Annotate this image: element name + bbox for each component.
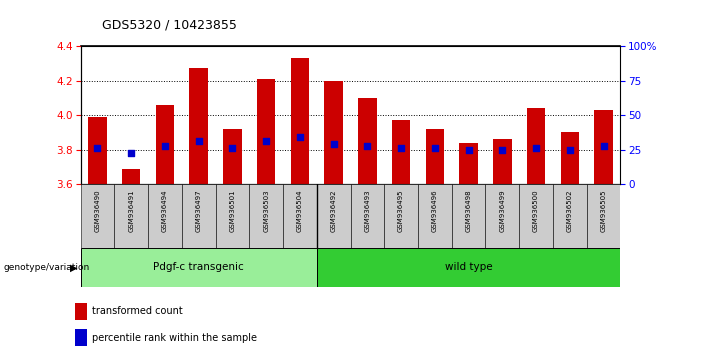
Text: Pdgf-c transgenic: Pdgf-c transgenic: [154, 262, 244, 272]
Text: GSM936502: GSM936502: [567, 189, 573, 232]
Bar: [81, 184, 114, 248]
Text: genotype/variation: genotype/variation: [4, 263, 90, 272]
Text: GSM936500: GSM936500: [533, 189, 539, 232]
Point: [125, 150, 137, 156]
Text: wild type: wild type: [444, 262, 492, 272]
Bar: [317, 248, 620, 287]
Text: GSM936505: GSM936505: [601, 189, 606, 232]
Text: GSM936496: GSM936496: [432, 189, 438, 232]
Point: [598, 143, 609, 149]
Text: GSM936494: GSM936494: [162, 189, 168, 232]
Text: GSM936492: GSM936492: [331, 189, 336, 232]
Text: GSM936503: GSM936503: [263, 189, 269, 232]
Bar: [291, 58, 309, 184]
Point: [463, 147, 474, 152]
Bar: [426, 129, 444, 184]
Bar: [561, 132, 579, 184]
Bar: [325, 80, 343, 184]
Bar: [384, 184, 418, 248]
Bar: [553, 184, 587, 248]
Text: GSM936495: GSM936495: [398, 189, 404, 232]
Point: [227, 145, 238, 151]
Text: GSM936499: GSM936499: [499, 189, 505, 232]
Bar: [250, 184, 283, 248]
Bar: [519, 184, 553, 248]
Point: [193, 138, 204, 144]
Bar: [418, 184, 451, 248]
Bar: [182, 184, 216, 248]
Text: transformed count: transformed count: [92, 306, 182, 316]
Bar: [485, 184, 519, 248]
Text: GSM936501: GSM936501: [229, 189, 236, 232]
Text: GSM936504: GSM936504: [297, 189, 303, 232]
Bar: [392, 120, 410, 184]
Point: [328, 142, 339, 147]
Point: [531, 145, 542, 151]
Bar: [148, 184, 182, 248]
Bar: [317, 184, 350, 248]
Text: GDS5320 / 10423855: GDS5320 / 10423855: [102, 19, 236, 32]
Bar: [283, 184, 317, 248]
Bar: [156, 105, 175, 184]
Point: [395, 145, 407, 151]
Bar: [493, 139, 512, 184]
Text: GSM936493: GSM936493: [365, 189, 370, 232]
Bar: [216, 184, 250, 248]
Point: [159, 143, 170, 149]
Point: [92, 145, 103, 151]
Bar: [75, 329, 87, 346]
Bar: [451, 184, 485, 248]
Point: [362, 143, 373, 149]
Bar: [114, 184, 148, 248]
Text: GSM936490: GSM936490: [95, 189, 100, 232]
Bar: [257, 79, 275, 184]
Bar: [223, 129, 242, 184]
Bar: [75, 303, 87, 320]
Bar: [358, 98, 376, 184]
Bar: [350, 184, 384, 248]
Point: [294, 135, 306, 140]
Bar: [594, 110, 613, 184]
Text: GSM936497: GSM936497: [196, 189, 202, 232]
Bar: [526, 108, 545, 184]
Bar: [459, 143, 478, 184]
Bar: [81, 248, 317, 287]
Bar: [122, 169, 140, 184]
Text: percentile rank within the sample: percentile rank within the sample: [92, 333, 257, 343]
Bar: [587, 184, 620, 248]
Point: [564, 147, 576, 152]
Bar: [189, 68, 208, 184]
Point: [497, 147, 508, 152]
Point: [429, 145, 440, 151]
Point: [261, 138, 272, 144]
Text: GSM936498: GSM936498: [465, 189, 472, 232]
Text: ▶: ▶: [69, 262, 77, 272]
Text: GSM936491: GSM936491: [128, 189, 134, 232]
Bar: [88, 117, 107, 184]
